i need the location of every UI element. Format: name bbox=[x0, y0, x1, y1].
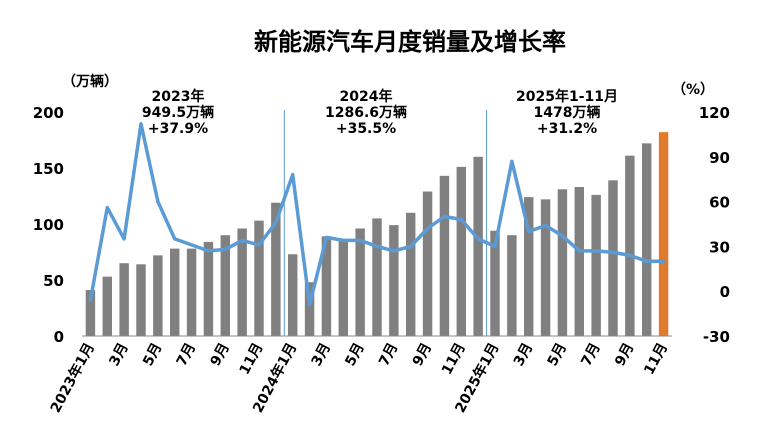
bar-2024-03 bbox=[321, 236, 332, 336]
right-tick-label: 90 bbox=[709, 149, 730, 167]
bar-2025-06 bbox=[574, 187, 585, 336]
bar-2023-12 bbox=[271, 202, 281, 336]
bar-2023-03 bbox=[119, 263, 129, 336]
right-y-axis-ticks: -30 0 30 60 90 120 bbox=[699, 104, 730, 346]
bar-2024-01 bbox=[287, 254, 298, 336]
bar-2024-04 bbox=[338, 240, 349, 336]
bar-2024-02 bbox=[304, 282, 315, 336]
right-tick-label: -30 bbox=[703, 328, 730, 346]
bar-2023-02 bbox=[102, 276, 113, 336]
x-tick-label: 9月 bbox=[208, 340, 233, 368]
bar-2025-05 bbox=[557, 189, 568, 336]
right-tick-label: 60 bbox=[709, 194, 730, 212]
bar-2025-02 bbox=[507, 235, 517, 336]
x-tick-label: 7月 bbox=[376, 340, 401, 368]
right-axis-unit: （%） bbox=[672, 82, 714, 98]
x-tick-label: 9月 bbox=[410, 340, 435, 368]
bar-2025-01 bbox=[490, 230, 500, 336]
bar-2023-08 bbox=[203, 241, 214, 336]
bar-2025-10 bbox=[641, 143, 652, 336]
x-tick-label: 3月 bbox=[511, 340, 536, 368]
bar-2025-09 bbox=[625, 155, 635, 336]
bar-2023-05 bbox=[153, 255, 163, 336]
bar-2024-11 bbox=[456, 166, 467, 336]
bar-2023-06 bbox=[169, 248, 180, 336]
x-tick-label: 3月 bbox=[106, 340, 131, 368]
bar-2025-04 bbox=[540, 199, 551, 336]
bar-2025-03 bbox=[523, 197, 534, 336]
annotation-3-line-1: 2025年1-11月 bbox=[516, 88, 618, 105]
x-tick-label: 5月 bbox=[342, 340, 367, 368]
growth-line bbox=[88, 122, 666, 307]
annotation-2-line-3: +35.5% bbox=[336, 121, 396, 137]
bar-2024-12 bbox=[473, 156, 483, 336]
left-tick-label: 150 bbox=[33, 160, 64, 178]
bar-2024-10 bbox=[439, 175, 450, 336]
left-tick-label: 50 bbox=[43, 272, 64, 290]
separator-lines bbox=[283, 110, 488, 336]
annotation-2-line-2: 1286.6万辆 bbox=[325, 104, 407, 121]
x-tick-label: 2023年1月 bbox=[47, 340, 98, 416]
x-tick-label: 3月 bbox=[309, 340, 334, 368]
x-tick-label: 7月 bbox=[174, 340, 199, 368]
right-tick-label: 30 bbox=[709, 238, 730, 256]
bar-2024-08 bbox=[405, 212, 416, 336]
bar-2023-01 bbox=[85, 290, 96, 336]
annotation-1-line-2: 949.5万辆 bbox=[142, 104, 214, 121]
x-tick-label: 5月 bbox=[545, 340, 570, 368]
right-tick-label: 0 bbox=[720, 283, 730, 301]
bar-2023-10 bbox=[237, 228, 247, 336]
left-axis-unit: （万辆） bbox=[62, 73, 118, 90]
bar-2024-09 bbox=[422, 191, 433, 336]
x-tick-label: 11月 bbox=[641, 340, 671, 377]
bar-2025-07 bbox=[591, 194, 601, 336]
annotation-1-line-1: 2023年 bbox=[152, 88, 205, 105]
bar-2023-09 bbox=[220, 235, 231, 336]
bar-2024-06 bbox=[372, 218, 382, 336]
left-tick-label: 0 bbox=[54, 328, 64, 346]
x-tick-label: 9月 bbox=[612, 340, 637, 368]
bar-series bbox=[85, 132, 669, 336]
bar-2025-08 bbox=[608, 180, 618, 336]
chart-title: 新能源汽车月度销量及增长率 bbox=[254, 28, 566, 56]
x-tick-label: 11月 bbox=[237, 340, 267, 377]
left-y-axis-ticks: 0 50 100 150 200 bbox=[33, 104, 64, 346]
bar-2025-11 bbox=[658, 132, 669, 336]
bar-2024-05 bbox=[355, 228, 365, 336]
x-tick-label: 11月 bbox=[439, 340, 469, 377]
left-tick-label: 100 bbox=[33, 216, 64, 234]
bar-2024-07 bbox=[389, 225, 399, 336]
growth-line-series bbox=[88, 122, 666, 307]
left-tick-label: 200 bbox=[33, 104, 64, 122]
bar-2023-07 bbox=[186, 248, 197, 336]
annotation-1-line-3: +37.9% bbox=[148, 121, 208, 137]
annotation-3-line-2: 1478万辆 bbox=[534, 104, 601, 121]
right-tick-label: 120 bbox=[699, 104, 730, 122]
x-tick-label: 7月 bbox=[578, 340, 603, 368]
bar-2023-04 bbox=[136, 264, 146, 336]
bar-2023-11 bbox=[254, 220, 264, 336]
annotation-3-line-3: +31.2% bbox=[537, 121, 597, 137]
x-tick-label: 5月 bbox=[140, 340, 165, 368]
annotation-2-line-1: 2024年 bbox=[340, 88, 393, 105]
